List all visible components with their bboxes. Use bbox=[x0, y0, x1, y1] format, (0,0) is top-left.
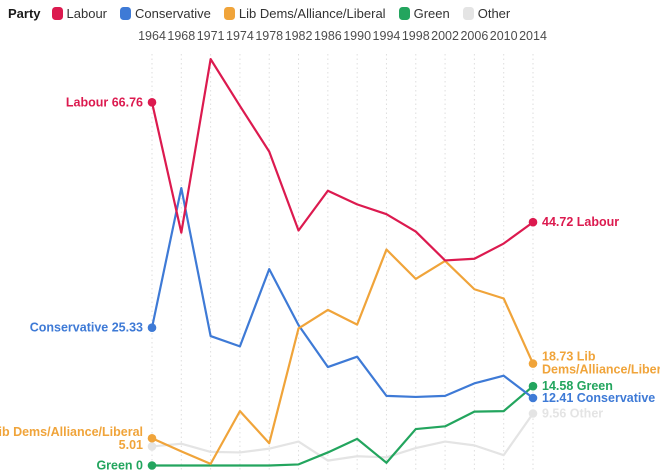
legend-item-green[interactable]: Green bbox=[398, 6, 450, 21]
legend-swatch-libdem bbox=[223, 7, 235, 20]
dot-green-start[interactable] bbox=[147, 461, 157, 470]
legend-label-labour: Labour bbox=[66, 6, 108, 21]
line-labour bbox=[150, 58, 535, 262]
dot-conservative-start[interactable] bbox=[147, 323, 157, 333]
x-axis-label-2002: 2002 bbox=[431, 29, 459, 43]
end-label-labour: 44.72 Labour bbox=[542, 215, 619, 229]
x-axis-label-1971: 1971 bbox=[197, 29, 225, 43]
legend-item-libdem[interactable]: Lib Dems/Alliance/Liberal bbox=[223, 6, 386, 21]
x-axis-label-1998: 1998 bbox=[402, 29, 430, 43]
end-label-conservative: 12.41 Conservative bbox=[542, 391, 655, 405]
dot-libdem-end[interactable] bbox=[528, 359, 538, 368]
start-label-green: Green 0 bbox=[96, 459, 143, 473]
line-green bbox=[150, 385, 535, 467]
legend-swatch-green bbox=[398, 7, 410, 20]
x-axis-label-2006: 2006 bbox=[460, 29, 488, 43]
dot-labour-start[interactable] bbox=[147, 98, 157, 107]
x-axis-label-1986: 1986 bbox=[314, 29, 342, 43]
dot-green-end[interactable] bbox=[528, 381, 538, 391]
start-label-libdem: Lib Dems/Alliance/Liberal 5.01 bbox=[0, 425, 143, 452]
dot-labour-end[interactable] bbox=[528, 217, 538, 227]
start-label-labour: Labour 66.76 bbox=[66, 95, 143, 109]
x-axis-label-1994: 1994 bbox=[373, 29, 401, 43]
line-libdem bbox=[150, 248, 535, 465]
legend-title: Party bbox=[8, 6, 41, 21]
end-label-green: 14.58 Green bbox=[542, 379, 613, 393]
legend-swatch-labour bbox=[51, 7, 63, 20]
start-label-conservative: Conservative 25.33 bbox=[30, 321, 143, 335]
legend-label-conservative: Conservative bbox=[135, 6, 211, 21]
dot-libdem-start[interactable] bbox=[147, 433, 157, 443]
legend-label-libdem: Lib Dems/Alliance/Liberal bbox=[238, 6, 386, 21]
dot-other-end[interactable] bbox=[528, 409, 538, 418]
x-axis-label-1964: 1964 bbox=[138, 29, 166, 43]
legend-item-other[interactable]: Other bbox=[462, 6, 511, 21]
x-axis-label-1990: 1990 bbox=[343, 29, 371, 43]
legend: Party Labour Conservative Lib Dems/Allia… bbox=[8, 6, 510, 21]
x-axis-label-2010: 2010 bbox=[490, 29, 518, 43]
legend-item-conservative[interactable]: Conservative bbox=[120, 6, 211, 21]
line-other bbox=[150, 412, 535, 462]
legend-swatch-conservative bbox=[120, 7, 132, 20]
x-axis-label-1978: 1978 bbox=[255, 29, 283, 43]
line-conservative bbox=[150, 186, 535, 400]
legend-item-labour[interactable]: Labour bbox=[51, 6, 108, 21]
end-label-other: 9.56 Other bbox=[542, 406, 603, 420]
x-axis-label-1982: 1982 bbox=[285, 29, 313, 43]
dot-other-start[interactable] bbox=[147, 442, 157, 451]
end-label-libdem: 18.73 Lib Dems/Alliance/Liberal bbox=[542, 350, 660, 377]
legend-label-green: Green bbox=[413, 6, 450, 21]
legend-swatch-other bbox=[462, 7, 474, 20]
x-axis-label-2014: 2014 bbox=[519, 29, 547, 43]
dot-conservative-end[interactable] bbox=[528, 393, 538, 403]
legend-label-other: Other bbox=[477, 6, 511, 21]
x-axis-label-1974: 1974 bbox=[226, 29, 254, 43]
x-axis-label-1968: 1968 bbox=[167, 29, 195, 43]
